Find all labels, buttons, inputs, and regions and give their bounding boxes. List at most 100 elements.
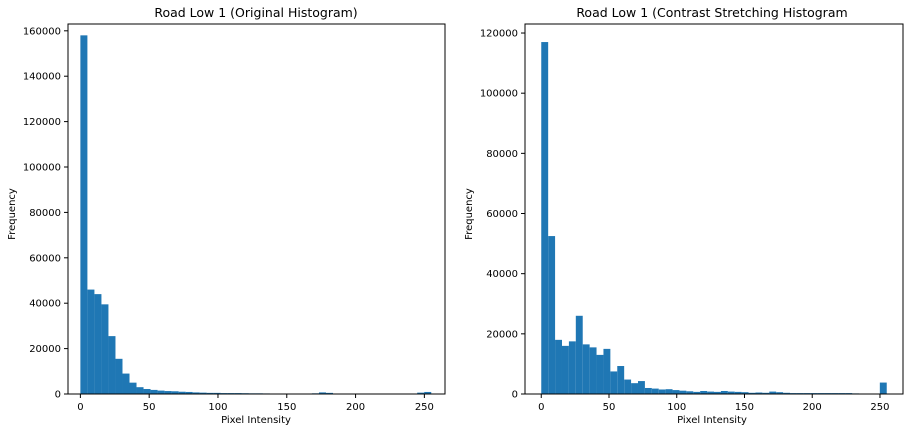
left-histogram-bar [122, 373, 130, 394]
right-x-axis-label: Pixel Intensity [677, 415, 747, 426]
left-histogram-bar [178, 391, 186, 394]
right-histogram-bar [748, 392, 756, 394]
right-histogram-bar [679, 390, 687, 394]
left-bars-group [80, 35, 432, 394]
right-y-tick-label: 20000 [486, 329, 518, 340]
right-histogram-bar [541, 42, 549, 395]
right-histogram-bar [672, 390, 680, 394]
right-plot-frame [524, 23, 904, 395]
left-histogram-bar [199, 392, 207, 394]
right-histogram-bar [596, 354, 604, 394]
right-histogram-bar [555, 339, 562, 394]
left-y-ticks: 0 20000 40000 60000 80000 100000 120000 140000 1… [23, 26, 68, 401]
right-histogram-bar [617, 366, 625, 394]
left-histogram-bar [206, 392, 214, 394]
right-x-tick-label: 250 [870, 402, 889, 413]
left-histogram-bar [108, 336, 116, 394]
left-histogram-bar [318, 392, 326, 394]
left-histogram-bar [164, 391, 172, 394]
right-y-tick-label: 0 [512, 390, 518, 401]
right-histogram-bar [610, 371, 618, 394]
left-x-tick-label: 250 [415, 402, 434, 413]
left-x-tick-label: 200 [346, 402, 365, 413]
left-chart-title: Road Low 1 (Original Histogram) [154, 5, 357, 20]
left-y-tick-label: 120000 [23, 117, 61, 128]
right-x-tick-label: 150 [735, 402, 754, 413]
left-y-tick-label: 60000 [29, 253, 61, 264]
right-histogram-bar [631, 383, 638, 394]
left-histogram-bar [143, 389, 151, 394]
left-histogram-bar [136, 387, 144, 394]
right-x-tick-label: 100 [667, 402, 686, 413]
left-x-tick-label: 50 [143, 402, 156, 413]
right-histogram-bar [720, 390, 728, 394]
right-x-tick-label: 200 [803, 402, 822, 413]
right-histogram-bar [582, 344, 590, 394]
left-histogram-panel: Road Low 1 (Original Histogram) Pixel In… [7, 5, 446, 426]
right-histogram-bar [762, 392, 770, 394]
right-histogram-bar [741, 392, 749, 394]
right-histogram-bar [700, 390, 708, 394]
right-y-tick-label: 120000 [480, 29, 518, 40]
left-histogram-bar [150, 389, 158, 394]
right-histogram-bar [637, 381, 645, 394]
left-y-tick-label: 100000 [23, 163, 61, 174]
left-histogram-bar [192, 392, 200, 394]
left-y-tick-label: 140000 [23, 72, 61, 83]
right-histogram-bar [561, 345, 569, 394]
right-histogram-panel: Road Low 1 (Contrast Stretching Histogra… [464, 5, 904, 426]
left-y-tick-label: 0 [55, 390, 61, 401]
right-histogram-bar [644, 387, 652, 394]
right-histogram-bar [783, 392, 791, 394]
right-y-axis-label: Frequency [464, 188, 475, 240]
right-x-ticks: 0 50 100 150 200 250 [538, 394, 890, 413]
left-histogram-bar [94, 294, 102, 394]
right-histogram-bar [575, 315, 583, 394]
left-histogram-bar [185, 391, 193, 394]
left-x-tick-label: 150 [277, 402, 296, 413]
right-y-tick-label: 40000 [486, 269, 518, 280]
left-plot-frame [67, 23, 446, 395]
left-histogram-bar [115, 358, 123, 394]
right-histogram-bar [776, 392, 784, 394]
right-histogram-bar [755, 392, 763, 394]
left-y-tick-label: 80000 [29, 208, 61, 219]
left-histogram-bar [157, 390, 165, 394]
right-histogram-bar [707, 391, 714, 394]
right-histogram-bar [603, 348, 611, 394]
right-y-tick-label: 60000 [486, 209, 518, 220]
right-histogram-bar [589, 347, 597, 394]
right-histogram-bar [665, 389, 673, 394]
left-y-tick-label: 160000 [23, 26, 61, 37]
right-histogram-bar [879, 382, 887, 394]
left-histogram-bar [129, 382, 137, 394]
right-histogram-bar [714, 391, 721, 394]
left-x-ticks: 0 50 100 150 200 250 [77, 394, 434, 413]
left-histogram-bar [417, 392, 425, 394]
right-chart-title: Road Low 1 (Contrast Stretching Histogra… [576, 5, 847, 20]
right-histogram-bar [658, 389, 666, 394]
right-bars-group [541, 42, 887, 395]
right-histogram-bar [769, 391, 777, 394]
left-x-axis-label: Pixel Intensity [221, 415, 291, 426]
left-x-tick-label: 100 [208, 402, 227, 413]
left-histogram-bar [424, 391, 432, 394]
right-histogram-bar [693, 391, 701, 394]
right-y-tick-label: 100000 [480, 89, 518, 100]
left-histogram-bar [80, 35, 88, 394]
left-histogram-bar [87, 289, 95, 394]
right-histogram-bar [727, 391, 735, 394]
right-histogram-bar [734, 391, 742, 394]
right-x-tick-label: 0 [538, 402, 544, 413]
right-x-tick-label: 50 [603, 402, 616, 413]
right-y-ticks: 0 20000 40000 60000 80000 100000 120000 [480, 29, 525, 401]
right-histogram-bar [686, 391, 694, 394]
left-histogram-bar [101, 304, 109, 394]
left-histogram-bar [213, 392, 221, 394]
left-y-tick-label: 20000 [29, 344, 61, 355]
right-histogram-bar [568, 341, 576, 394]
right-y-tick-label: 80000 [486, 149, 518, 160]
right-histogram-bar [651, 388, 659, 394]
right-histogram-bar [624, 379, 632, 394]
